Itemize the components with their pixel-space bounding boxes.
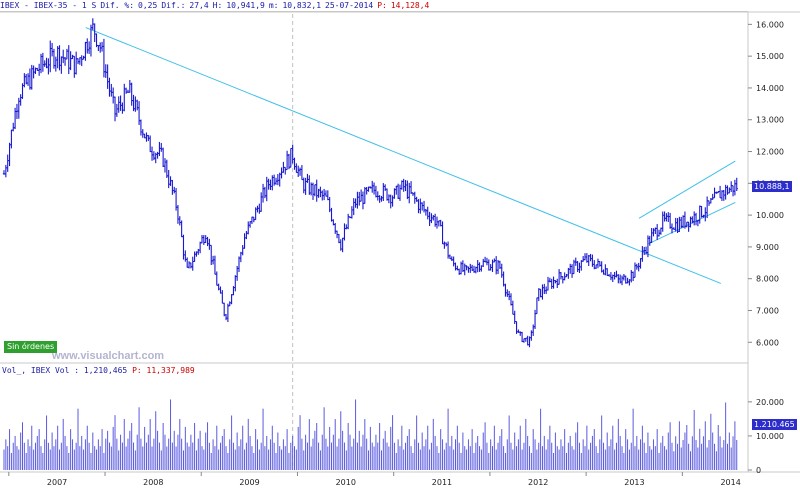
no-orders-badge[interactable]: Sin órdenes (4, 341, 58, 353)
volume-series[interactable] (3, 399, 738, 470)
trendline[interactable] (638, 160, 736, 219)
high-value: 10,941,9 (226, 1, 265, 10)
x-tick-label: 2008 (143, 478, 163, 487)
y-tick-label: 13.000 (756, 116, 784, 125)
y-tick-label: 7.000 (756, 306, 779, 315)
x-tick-label: 2012 (528, 478, 548, 487)
p-value: 14,128,4 (390, 1, 430, 10)
y-tick-label: 14.000 (756, 84, 784, 93)
time-axis: 2007 2008 2009 2010 2011 2012 2013 2014 (8, 472, 741, 487)
volume-tick-label: 20.000 (756, 398, 784, 407)
volume-header: Vol_, IBEX Vol : 1,210,465 P: 11,337,989 (2, 366, 195, 376)
y-tick-label: 8.000 (756, 275, 779, 284)
x-tick-label: 2009 (239, 478, 259, 487)
dif-abs-label: Dif.: (161, 1, 186, 10)
dif-abs-value: 27,4 (189, 1, 209, 10)
y-tick-label: 16.000 (756, 20, 784, 29)
y-tick-label: 6.000 (756, 338, 779, 347)
x-tick-label: 2014 (720, 478, 740, 487)
x-tick-label: 2013 (624, 478, 644, 487)
dif-pct-label: Dif. %: (100, 1, 135, 10)
x-tick-label: 2007 (47, 478, 67, 487)
x-tick-label: 2010 (336, 478, 356, 487)
y-tick-label: 9.000 (756, 243, 779, 252)
x-tick-label: 2011 (432, 478, 452, 487)
last-price-box: 10.888,1 (752, 180, 792, 192)
volume-label: Vol_, IBEX Vol : (2, 366, 80, 375)
volume-value: 1,210,465 (83, 366, 128, 375)
dif-pct-value: 0,25 (138, 1, 158, 10)
trendline[interactable] (85, 27, 722, 284)
price-series[interactable] (2, 18, 738, 348)
y-tick-label: 15.000 (756, 52, 784, 61)
volume-p-label: P: (132, 366, 142, 375)
y-tick-label: 12.000 (756, 148, 784, 157)
last-volume-box: 1.210.465 (752, 419, 797, 430)
volume-tick-label: 0 (756, 466, 761, 475)
low-value: 10,832,1 (282, 1, 322, 10)
high-label: H: (212, 1, 223, 10)
y-tick-label: 10.000 (756, 211, 784, 220)
date-value: 25-07-2014 (325, 1, 374, 10)
volume-axis: 0 10.000 20.000 (748, 398, 784, 475)
watermark: www.visualchart.com (51, 350, 164, 362)
symbol-label[interactable]: IBEX - IBEX-35 - 1 S (0, 1, 97, 10)
volume-tick-label: 10.000 (756, 432, 784, 441)
p-label: P: (377, 1, 387, 10)
low-label: m: (268, 1, 279, 10)
volume-p-value: 11,337,989 (146, 366, 195, 375)
